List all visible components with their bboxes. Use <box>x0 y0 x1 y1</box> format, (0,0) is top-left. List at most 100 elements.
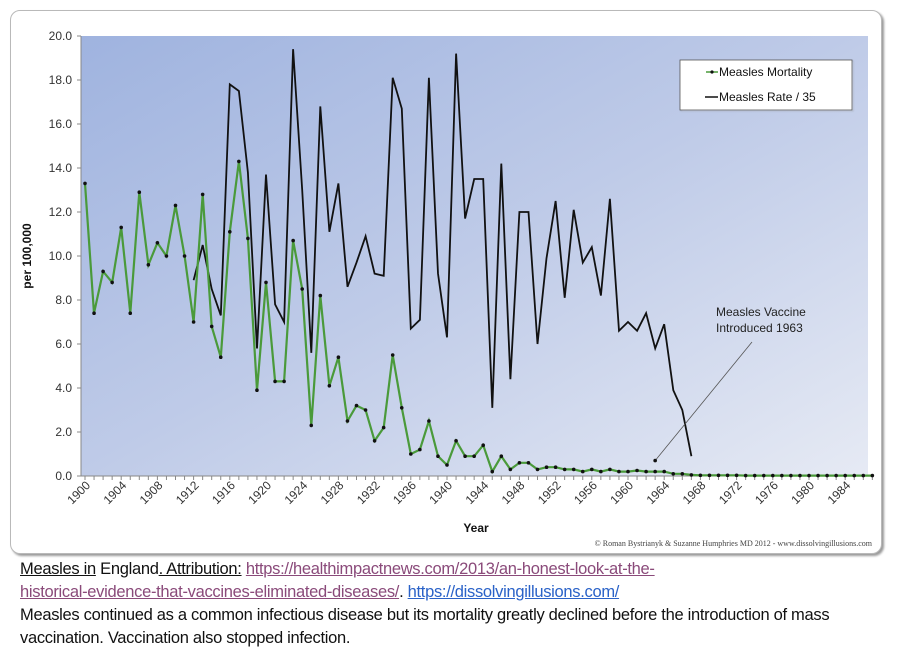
caption: Measles in England. Attribution: https:/… <box>20 558 890 650</box>
healthimpactnews-link[interactable]: https://healthimpactnews.com/2013/an-hon… <box>20 560 655 601</box>
legend-box <box>679 59 853 111</box>
data-point-measles-mortality <box>237 159 241 164</box>
x-tick-label: 1948 <box>499 478 528 507</box>
x-tick-label: 1912 <box>173 478 202 507</box>
data-point-measles-mortality <box>345 419 350 423</box>
data-point-measles-mortality <box>716 473 721 478</box>
x-tick-label: 1968 <box>680 478 709 507</box>
data-point-measles-mortality <box>336 355 341 360</box>
data-point-measles-mortality <box>861 473 866 478</box>
data-point-measles-mortality <box>752 473 757 478</box>
data-point-measles-mortality <box>544 465 549 470</box>
caption-title-part2: England <box>95 560 159 578</box>
caption-separator: . <box>399 583 408 601</box>
x-tick-label: 1924 <box>282 478 311 507</box>
data-point-measles-mortality <box>644 469 648 474</box>
data-point-measles-mortality <box>173 203 178 208</box>
dissolvingillusions-link[interactable]: https://dissolvingillusions.com/ <box>407 583 620 601</box>
data-point-measles-mortality <box>228 230 232 234</box>
data-point-measles-mortality <box>110 280 114 285</box>
data-point-measles-mortality <box>209 324 214 329</box>
data-point-measles-mortality <box>119 225 123 230</box>
data-point-measles-mortality <box>734 473 739 478</box>
data-point-measles-mortality <box>92 311 96 316</box>
chart: 0.02.04.06.08.010.012.014.016.018.020.0 … <box>20 29 875 548</box>
series-layer <box>83 49 875 478</box>
data-point-measles-mortality <box>590 467 594 472</box>
data-point-measles-mortality <box>399 406 404 410</box>
legend-marker-mortality <box>710 70 714 74</box>
data-point-measles-mortality <box>499 454 504 459</box>
data-point-measles-mortality <box>327 384 332 388</box>
x-tick-label: 1920 <box>245 478 274 507</box>
data-point-measles-mortality <box>599 469 603 474</box>
caption-title-part1: Measles in <box>20 560 96 578</box>
healthimpactnews-link-line2[interactable]: historical-evidence-that-vaccines-elimin… <box>20 583 400 601</box>
data-point-measles-mortality <box>83 181 87 186</box>
caption-body: Measles continued as a common infectious… <box>20 606 830 647</box>
x-tick-label: 1904 <box>101 478 130 507</box>
data-point-measles-mortality <box>264 280 268 285</box>
y-tick-label: 2.0 <box>55 425 72 439</box>
data-point-measles-mortality <box>300 287 305 291</box>
data-point-measles-mortality <box>146 263 151 267</box>
data-point-measles-mortality <box>291 238 295 243</box>
y-tick-label: 10.0 <box>49 249 73 263</box>
legend-label-rate: Measles Rate / 35 <box>719 90 816 104</box>
data-point-measles-mortality <box>635 468 639 473</box>
y-axis: 0.0 2.0 4.0 6.0 8.0 10.0 12.0 14.0 16.0 18.0 20.0 <box>49 29 82 483</box>
data-point-measles-mortality <box>309 423 314 428</box>
data-point-measles-mortality <box>273 379 277 384</box>
data-point-measles-mortality <box>553 465 558 470</box>
x-tick-label: 1956 <box>571 478 600 507</box>
data-point-measles-mortality <box>155 241 160 245</box>
y-tick-label: 16.0 <box>49 117 73 131</box>
data-point-measles-mortality <box>463 454 467 459</box>
legend: Measles Mortality Measles Rate / 35 <box>679 59 853 111</box>
y-tick-label: 18.0 <box>49 73 73 87</box>
data-point-measles-mortality <box>182 254 187 258</box>
data-point-measles-mortality <box>626 469 630 474</box>
data-point-measles-mortality <box>218 355 223 360</box>
data-point-measles-mortality <box>698 473 703 478</box>
x-tick-label: 1972 <box>716 478 745 507</box>
data-point-measles-mortality <box>472 454 476 459</box>
y-tick-label: 14.0 <box>49 161 73 175</box>
series-line-measles-mortality <box>83 161 873 477</box>
data-point-measles-mortality <box>662 469 666 474</box>
annotation-line-1: Measles Vaccine <box>716 305 806 319</box>
x-tick-label: 1928 <box>318 478 347 507</box>
y-axis-title: per 100,000 <box>20 223 34 289</box>
data-point-measles-mortality <box>454 439 458 443</box>
data-point-measles-mortality <box>128 311 133 316</box>
data-point-measles-mortality <box>318 293 323 298</box>
data-point-measles-mortality <box>771 473 775 478</box>
x-tick-label: 1976 <box>752 478 781 507</box>
x-axis: 1900 1904 1908 1912 1916 1920 1924 1928 1932 1936… <box>64 475 873 507</box>
data-point-measles-mortality <box>852 473 857 478</box>
caption-attribution-label: . Attribution: <box>158 560 242 578</box>
series-line-measles-rate-35 <box>192 49 693 457</box>
x-tick-label: 1932 <box>354 478 383 507</box>
data-point-measles-mortality <box>282 379 286 384</box>
x-tick-label: 1944 <box>463 478 492 507</box>
data-point-measles-mortality <box>164 254 169 258</box>
data-point-measles-mortality <box>372 439 377 443</box>
data-point-measles-mortality <box>427 419 431 423</box>
y-tick-label: 8.0 <box>55 293 72 307</box>
data-point-measles-mortality <box>807 473 811 478</box>
data-point-measles-mortality <box>363 408 368 412</box>
data-point-measles-mortality <box>689 473 694 477</box>
data-point-measles-mortality <box>870 473 875 478</box>
x-tick-label: 1908 <box>137 478 166 507</box>
x-tick-label: 1984 <box>825 478 854 507</box>
y-tick-label: 4.0 <box>55 381 72 395</box>
x-axis-title: Year <box>463 521 489 535</box>
annotation-line-2: Introduced 1963 <box>716 321 803 335</box>
y-tick-label: 0.0 <box>55 469 72 483</box>
data-point-measles-mortality <box>798 473 802 478</box>
healthimpactnews-link-line1[interactable]: https://healthimpactnews.com/2013/an-hon… <box>245 560 655 578</box>
data-point-measles-mortality <box>743 473 748 478</box>
data-point-measles-mortality <box>707 473 712 478</box>
data-point-measles-mortality <box>680 472 685 476</box>
